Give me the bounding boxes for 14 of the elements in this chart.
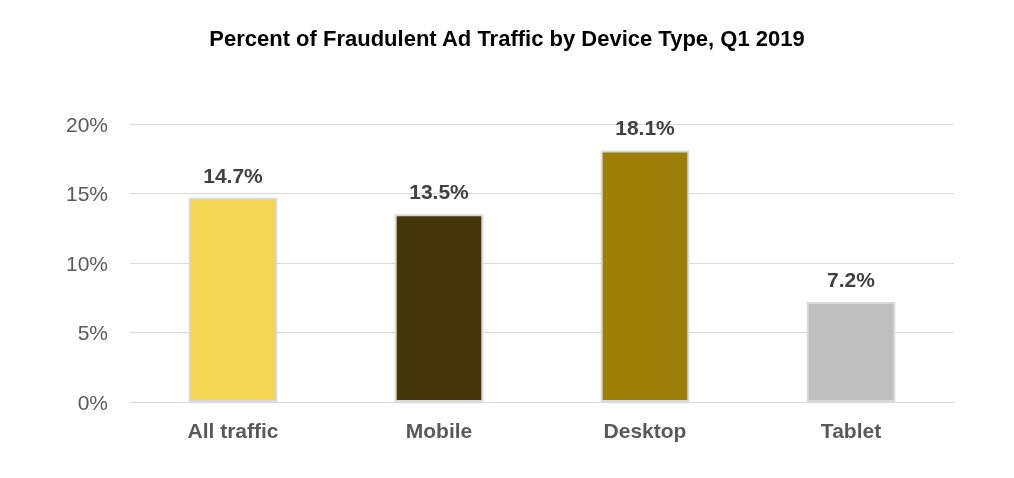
y-tick-label: 15% <box>65 182 108 205</box>
data-label: 14.7% <box>203 163 264 187</box>
x-tick-label: Desktop <box>603 419 687 442</box>
data-label: 18.1% <box>615 116 676 140</box>
chart-title: Percent of Fraudulent Ad Traffic by Device Type, Q1 2019 <box>209 25 805 51</box>
x-tick-label: Tablet <box>820 419 882 442</box>
y-tick-label: 0% <box>77 390 108 414</box>
x-tick-label: Mobile <box>405 419 473 442</box>
data-label: 13.5% <box>409 180 470 204</box>
y-tick-label: 20% <box>65 112 108 136</box>
y-tick-label: 5% <box>77 321 108 344</box>
data-label: 7.2% <box>827 267 876 291</box>
y-tick-label: 10% <box>65 251 108 275</box>
x-tick-label: All traffic <box>187 419 279 442</box>
